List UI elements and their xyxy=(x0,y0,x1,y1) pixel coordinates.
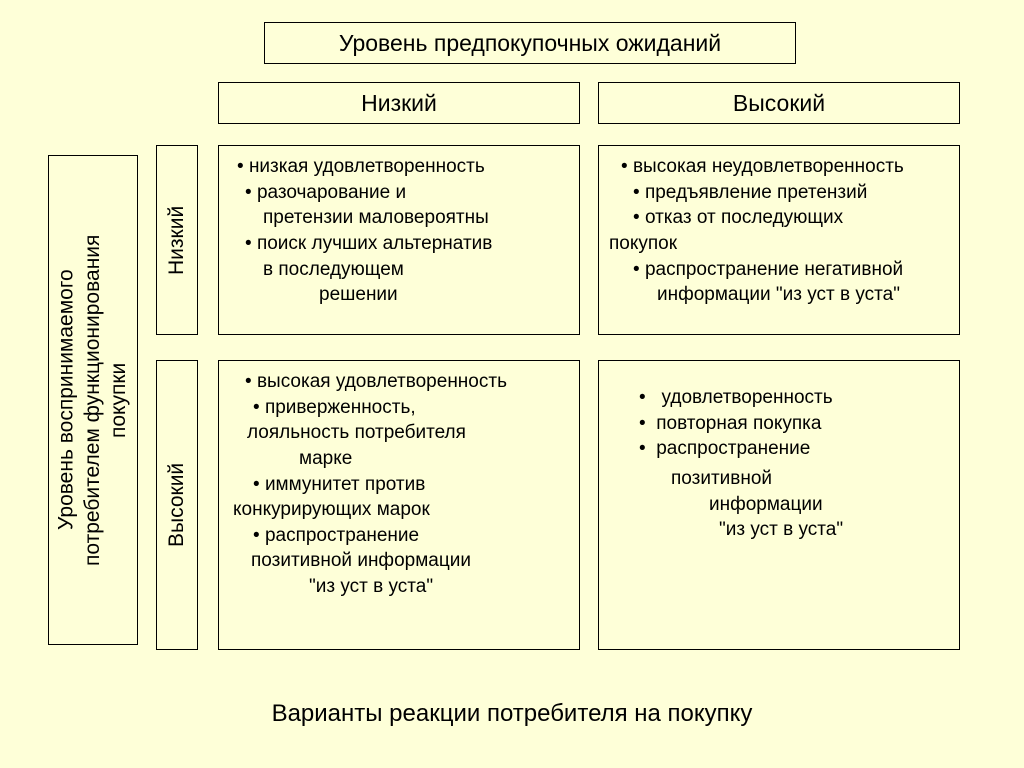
side-label-perceived: Уровень воспринимаемого потребителем фун… xyxy=(48,155,138,645)
cell-bl-l5: иммунитет против xyxy=(253,474,425,495)
cell-bl-l9: "из уст в уста" xyxy=(229,574,569,600)
cell-low-low: низкая удовлетворенность разочарование и… xyxy=(218,145,580,335)
column-header-high: Высокий xyxy=(598,82,960,124)
cell-tr-l2: предъявление претензий xyxy=(633,182,867,203)
column-header-low: Низкий xyxy=(218,82,580,124)
cell-bl-l4: марке xyxy=(229,446,569,472)
cell-bl-l7: распространение xyxy=(253,525,419,546)
cell-tl-l3: претензии маловероятны xyxy=(229,205,569,231)
cell-tr-l6: информации "из уст в уста" xyxy=(609,282,949,308)
side-label-line3: покупки xyxy=(107,362,130,437)
column-header-high-text: Высокий xyxy=(733,90,825,117)
cell-br-l6: "из уст в уста" xyxy=(609,517,949,543)
row-label-low-text: Низкий xyxy=(157,146,197,334)
cell-bl-l6: конкурирующих марок xyxy=(229,497,569,523)
cell-br-l5: информации xyxy=(609,492,949,518)
cell-br-l2: повторная покупка xyxy=(656,413,821,434)
side-label-line1: Уровень воспринимаемого xyxy=(55,270,78,531)
row-label-low: Низкий xyxy=(156,145,198,335)
row-label-high: Высокий xyxy=(156,360,198,650)
cell-br-l4: позитивной xyxy=(609,462,949,492)
cell-bl-l8: позитивной информации xyxy=(229,548,569,574)
cell-br-b2: • xyxy=(639,413,656,434)
cell-tl-l1: низкая удовлетворенность xyxy=(237,156,485,177)
side-label-line2: потребителем функционирования xyxy=(81,234,104,565)
row-label-high-text: Высокий xyxy=(157,361,197,649)
caption-text: Варианты реакции потребителя на покупку xyxy=(272,700,753,727)
cell-br-b3: • xyxy=(639,438,656,459)
cell-bl-l2: приверженность, xyxy=(253,397,416,418)
title-expectations: Уровень предпокупочных ожиданий xyxy=(264,22,796,64)
cell-tr-l3: отказ от последующих xyxy=(633,207,843,228)
cell-br-l3: распространение xyxy=(656,438,810,459)
cell-tr-l1: высокая неудовлетворенность xyxy=(621,156,904,177)
cell-bl-l3: лояльность потребителя xyxy=(229,420,569,446)
cell-bl-l1: высокая удовлетворенность xyxy=(245,371,507,392)
side-label-text: Уровень воспринимаемого потребителем фун… xyxy=(49,156,137,644)
cell-tl-l6: решении xyxy=(229,282,569,308)
column-header-low-text: Низкий xyxy=(361,90,437,117)
title-expectations-text: Уровень предпокупочных ожиданий xyxy=(339,30,721,57)
cell-tl-l4: поиск лучших альтернатив xyxy=(245,233,492,254)
cell-tr-l5: распространение негативной xyxy=(633,259,903,280)
cell-low-high: высокая неудовлетворенность предъявление… xyxy=(598,145,960,335)
cell-tr-l4: покупок xyxy=(609,231,949,257)
cell-br-l1: удовлетворенность xyxy=(662,387,833,408)
cell-high-low: высокая удовлетворенность приверженность… xyxy=(218,360,580,650)
cell-tl-l2: разочарование и xyxy=(245,182,406,203)
cell-tl-l5: в последующем xyxy=(229,257,569,283)
caption: Варианты реакции потребителя на покупку xyxy=(0,700,1024,728)
cell-br-b1: • xyxy=(639,387,662,408)
cell-high-high: • удовлетворенность • повторная покупка … xyxy=(598,360,960,650)
